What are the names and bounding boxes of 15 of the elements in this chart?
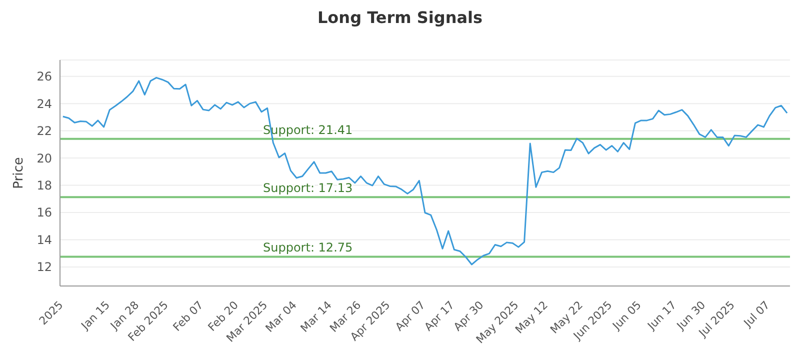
line-series (62, 76, 788, 266)
ref-line-label: Support: 17.13 (263, 181, 353, 196)
y-tick-label: 12 (36, 260, 52, 274)
x-tick-label: Feb 07 (170, 298, 206, 334)
chart-title: Long Term Signals (316, 8, 484, 29)
x-tick-label: Jul 07 (740, 298, 772, 330)
y-tick-label: 16 (36, 206, 52, 220)
y-axis-title: Price (12, 157, 27, 189)
y-tick-label: 26 (36, 70, 52, 84)
y-tick-label: 18 (36, 178, 52, 193)
y-tick-label: 22 (36, 124, 52, 138)
y-tick-label: 24 (36, 96, 52, 111)
ref-line-label: Support: 12.75 (263, 240, 353, 255)
y-tick-label: 20 (36, 151, 52, 166)
y-tick-label: 14 (36, 232, 52, 247)
